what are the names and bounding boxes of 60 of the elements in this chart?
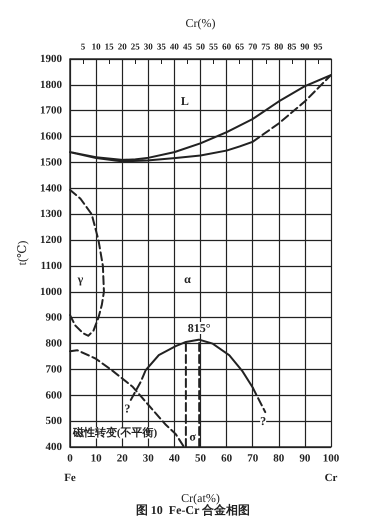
x2-tick-label: 20 [118, 42, 128, 52]
x2-tick-label: 90 [300, 42, 310, 52]
y-tick-label: 500 [46, 415, 62, 428]
annotation: L [180, 94, 189, 108]
y-tick-label: 1800 [40, 78, 62, 91]
y-tick-label: 900 [46, 312, 62, 324]
text: Fe [64, 472, 76, 484]
x2-tick-label: 35 [156, 42, 166, 52]
text: 图 10 Fe-Cr 合金相图 [136, 503, 250, 517]
x-axis-title: Cr(at%) [181, 491, 220, 505]
x-tick-label: 60 [221, 452, 233, 464]
annotation: ? [124, 402, 130, 416]
x2-tick-label: 50 [196, 42, 206, 52]
x2-tick-label: 80 [274, 42, 284, 52]
x2-tick-label: 45 [182, 42, 192, 52]
x-tick-label: 20 [116, 452, 128, 464]
x-tick-label: 30 [142, 452, 154, 464]
y-tick-label: 800 [46, 338, 62, 350]
annotation: 815° [188, 321, 211, 336]
annotation: γ [76, 272, 84, 286]
x-tick-label: 90 [299, 452, 311, 464]
x-tick-label: 80 [273, 452, 285, 464]
x2-tick-label: 60 [222, 42, 232, 52]
y-tick-label: 1600 [40, 130, 62, 143]
x-tick-label: 50 [195, 452, 206, 464]
y-tick-label: 400 [46, 441, 62, 453]
x2-tick-label: 5 [80, 42, 86, 52]
y-tick-label: 600 [46, 389, 62, 402]
x2-tick-label: 55 [209, 42, 219, 52]
x-tick-label: 40 [168, 452, 180, 464]
x2-tick-label: 15 [104, 42, 114, 52]
x-tick-label: 10 [90, 452, 102, 464]
annotation: ? [260, 414, 266, 428]
x2-tick-label: 65 [235, 42, 245, 52]
y-tick-label: 1200 [40, 234, 62, 246]
x2-tick-label: 25 [130, 42, 140, 52]
y-tick-label: 1900 [40, 53, 62, 65]
text: Cr [324, 472, 338, 484]
x-tick-label: 0 [67, 452, 74, 464]
y-tick-label: 1500 [40, 156, 62, 168]
x-tick-label: 70 [247, 452, 259, 464]
y-tick-label: 700 [46, 363, 62, 376]
x-tick-label: 100 [322, 452, 340, 464]
y-tick-label: 1100 [40, 260, 62, 272]
x2-tick-label: 95 [313, 42, 323, 52]
x2-axis-title: Cr(%) [186, 16, 216, 30]
annotation: α [184, 272, 192, 286]
x2-tick-label: 10 [92, 42, 102, 52]
y-tick-label: 1400 [40, 182, 62, 194]
y-tick-label: 1000 [40, 286, 62, 298]
x2-tick-label: 85 [287, 42, 297, 52]
x2-tick-label: 30 [144, 42, 154, 52]
x2-tick-label: 75 [261, 42, 271, 52]
x2-tick-label: 70 [248, 42, 258, 52]
y-axis-title: t(℃) [15, 240, 29, 266]
y-tick-label: 1700 [40, 104, 62, 117]
annotation: σ [189, 430, 196, 444]
annotation: 磁性转变(不平衡) [72, 426, 158, 439]
x2-tick-label: 40 [170, 42, 180, 52]
y-tick-label: 1300 [40, 208, 62, 220]
